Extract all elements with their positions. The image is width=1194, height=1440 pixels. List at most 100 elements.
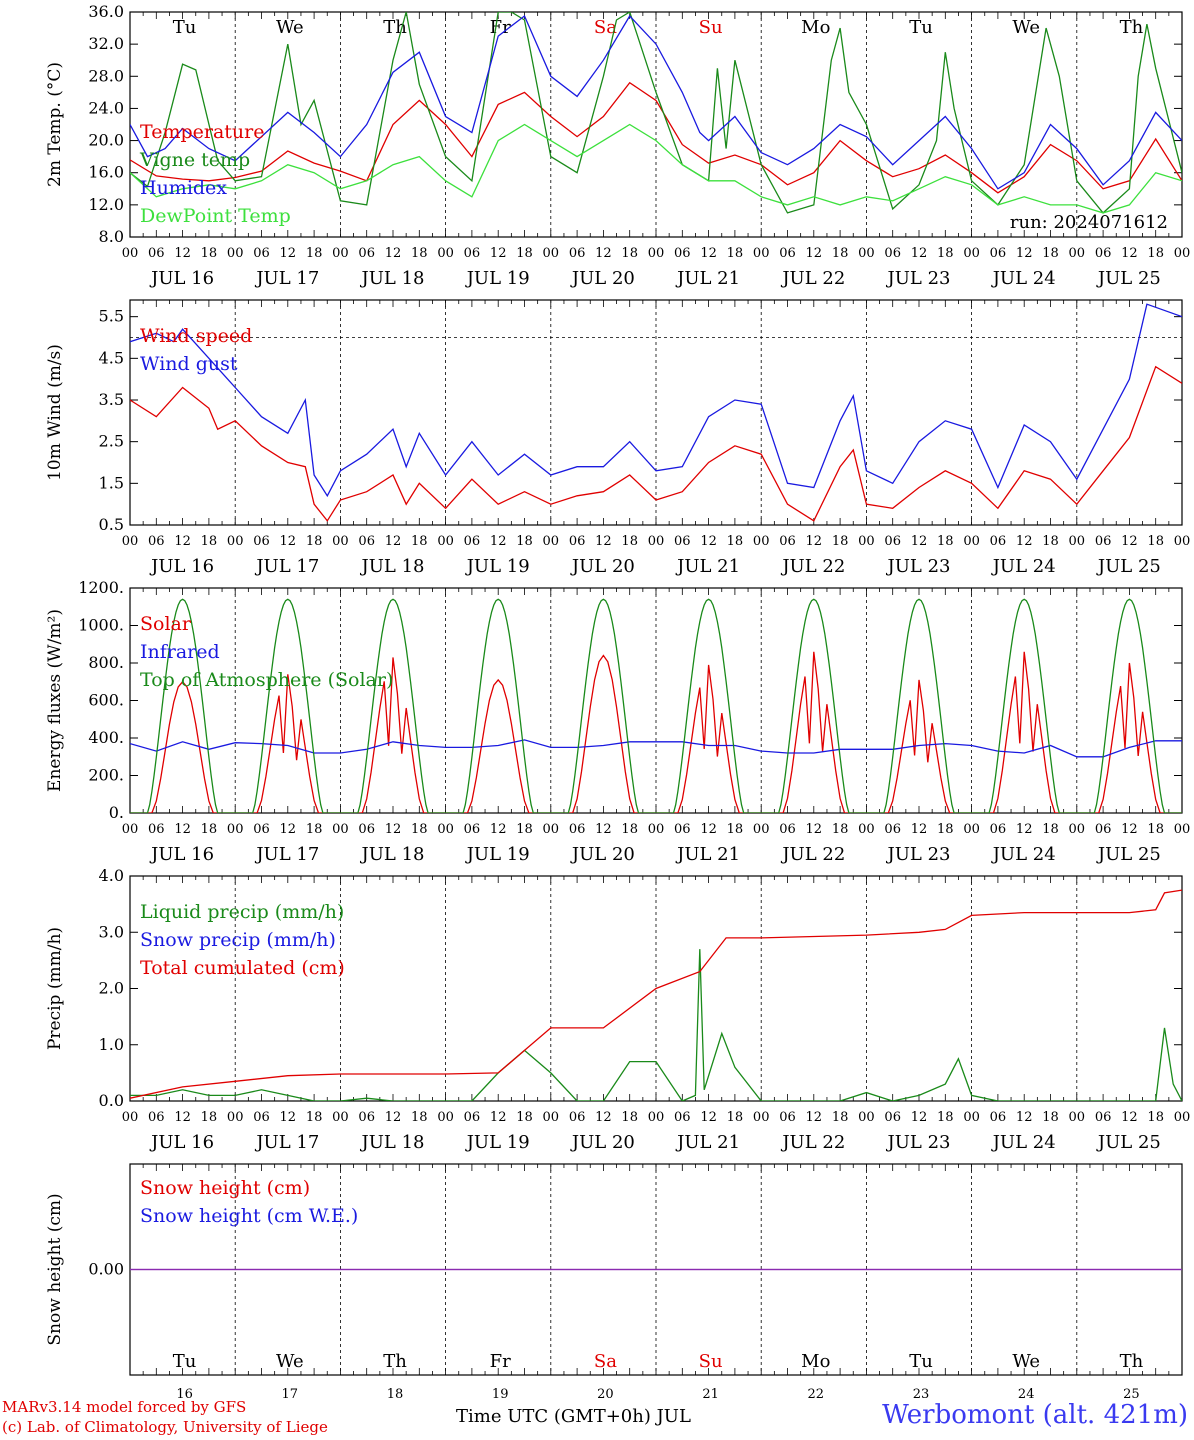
day-number: 22 xyxy=(808,1387,825,1402)
y-tick-label: 5.5 xyxy=(99,307,124,326)
hour-tick-label: 06 xyxy=(990,246,1007,261)
y-tick-label: 200. xyxy=(88,766,124,785)
date-label: JUL 24 xyxy=(991,556,1056,577)
series-line xyxy=(130,651,1182,813)
day-number: 23 xyxy=(913,1387,930,1402)
date-label: JUL 17 xyxy=(254,556,319,577)
hour-tick-label: 12 xyxy=(595,822,612,837)
hour-tick-label: 18 xyxy=(516,822,533,837)
hour-tick-label: 00 xyxy=(332,246,349,261)
hour-tick-label: 06 xyxy=(148,822,165,837)
hour-tick-label: 12 xyxy=(280,534,297,549)
run-annotation: run: 2024071612 xyxy=(1010,212,1168,233)
y-tick-label: 20.0 xyxy=(88,131,124,150)
y-tick-label: 800. xyxy=(88,653,124,672)
date-label: JUL 16 xyxy=(149,556,214,577)
date-label: JUL 16 xyxy=(149,844,214,865)
hour-tick-label: 12 xyxy=(911,534,928,549)
hour-tick-label: 12 xyxy=(280,246,297,261)
date-label: JUL 22 xyxy=(780,268,845,289)
day-name: Tu xyxy=(173,17,197,38)
date-label: JUL 16 xyxy=(149,268,214,289)
day-name: Fr xyxy=(490,1351,511,1372)
hour-tick-label: 00 xyxy=(1174,246,1191,261)
date-label: JUL 19 xyxy=(465,268,530,289)
y-axis-title: Energy fluxes (W/m²) xyxy=(45,609,65,792)
hour-tick-label: 06 xyxy=(358,534,375,549)
date-label: JUL 17 xyxy=(254,1132,319,1153)
hour-tick-label: 06 xyxy=(569,822,586,837)
hour-tick-label: 12 xyxy=(1016,534,1033,549)
day-name: We xyxy=(276,1351,304,1372)
hour-tick-label: 06 xyxy=(779,822,796,837)
date-label: JUL 22 xyxy=(780,1132,845,1153)
hour-tick-label: 18 xyxy=(516,1110,533,1125)
hour-tick-label: 00 xyxy=(122,822,139,837)
hour-tick-label: 12 xyxy=(174,534,191,549)
date-label: JUL 25 xyxy=(1096,556,1161,577)
legend-entry: Snow height (cm) xyxy=(140,1177,310,1199)
hour-tick-label: 18 xyxy=(306,1110,323,1125)
hour-tick-label: 00 xyxy=(543,822,560,837)
hour-tick-label: 00 xyxy=(648,534,665,549)
hour-tick-label: 18 xyxy=(516,534,533,549)
hour-tick-label: 18 xyxy=(727,534,744,549)
hour-tick-label: 00 xyxy=(858,822,875,837)
hour-tick-label: 00 xyxy=(963,534,980,549)
y-tick-label: 12.0 xyxy=(88,195,124,214)
legend-entry: Snow height (cm W.E.) xyxy=(140,1205,358,1227)
date-label: JUL 21 xyxy=(675,844,740,865)
hour-tick-label: 06 xyxy=(1095,822,1112,837)
hour-tick-label: 06 xyxy=(674,534,691,549)
hour-tick-label: 12 xyxy=(490,1110,507,1125)
series-group xyxy=(130,12,1182,214)
hour-tick-label: 00 xyxy=(858,534,875,549)
day-name: Th xyxy=(1120,1351,1144,1372)
hour-tick-label: 06 xyxy=(148,1110,165,1125)
y-tick-label: 3.5 xyxy=(99,390,124,409)
legend-entry: Liquid precip (mm/h) xyxy=(140,901,344,923)
x-axis-label: Time UTC (GMT+0h) JUL xyxy=(456,1406,691,1427)
series-group xyxy=(130,303,1182,522)
series-group xyxy=(130,889,1182,1101)
hour-tick-label: 06 xyxy=(1095,534,1112,549)
hour-tick-label: 00 xyxy=(437,246,454,261)
date-label: JUL 17 xyxy=(254,844,319,865)
hour-tick-label: 00 xyxy=(858,1110,875,1125)
hour-tick-label: 06 xyxy=(148,534,165,549)
hour-tick-label: 18 xyxy=(411,246,428,261)
hour-tick-label: 00 xyxy=(227,1110,244,1125)
series-line xyxy=(130,123,1182,214)
hour-tick-label: 00 xyxy=(1069,1110,1086,1125)
date-label: JUL 24 xyxy=(991,268,1056,289)
hour-tick-label: 12 xyxy=(911,1110,928,1125)
hour-tick-label: 06 xyxy=(253,534,270,549)
hour-tick-label: 18 xyxy=(201,1110,218,1125)
hour-tick-label: 18 xyxy=(937,1110,954,1125)
y-tick-label: 0. xyxy=(109,803,124,822)
hour-tick-label: 00 xyxy=(1174,534,1191,549)
hour-tick-label: 06 xyxy=(358,246,375,261)
hour-tick-label: 06 xyxy=(464,822,481,837)
series-line xyxy=(130,949,1182,1101)
hour-tick-label: 12 xyxy=(490,534,507,549)
hour-tick-label: 12 xyxy=(806,246,823,261)
legend-entry: Total cumulated (cm) xyxy=(140,957,345,979)
hour-tick-label: 00 xyxy=(122,534,139,549)
date-label: JUL 18 xyxy=(360,1132,425,1153)
date-label: JUL 23 xyxy=(886,1132,951,1153)
hour-tick-label: 00 xyxy=(1174,822,1191,837)
hour-tick-label: 12 xyxy=(595,1110,612,1125)
panel-frame xyxy=(129,587,1183,814)
day-name: Sa xyxy=(594,17,617,38)
y-tick-label: 600. xyxy=(88,691,124,710)
panel-2: 0.5 1.5 2.5 3.5 4.5 5.5 10m Wind (m/s) 00 06 12 18… xyxy=(45,299,1191,577)
date-label: JUL 21 xyxy=(675,1132,740,1153)
hour-tick-label: 00 xyxy=(963,822,980,837)
hour-tick-label: 06 xyxy=(569,246,586,261)
y-tick-label: 3.0 xyxy=(99,922,124,941)
hour-tick-label: 06 xyxy=(464,534,481,549)
date-label: JUL 25 xyxy=(1096,268,1161,289)
hour-tick-label: 12 xyxy=(1016,1110,1033,1125)
y-tick-label: 8.0 xyxy=(99,227,124,246)
